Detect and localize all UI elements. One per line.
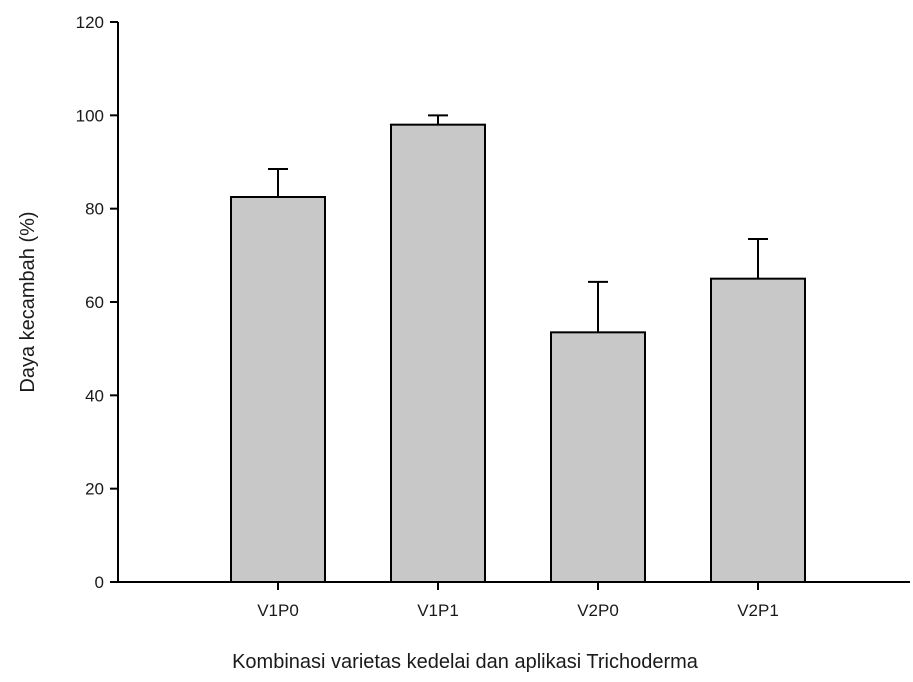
bar-v1p1 — [390, 123, 486, 584]
x-tick-label: V1P0 — [257, 601, 299, 620]
y-tick-label: 60 — [85, 293, 104, 312]
y-tick-label: 0 — [95, 573, 104, 592]
x-ticks-layer: V1P0 V1P1 V2P0 V2P1 — [257, 582, 779, 620]
bar-v2p1 — [710, 277, 806, 583]
x-tick-label: V2P0 — [577, 601, 619, 620]
bar-v1p0 — [230, 196, 326, 583]
y-tick-label: 80 — [85, 200, 104, 219]
bar-v2p0 — [550, 331, 646, 584]
error-bars-layer — [268, 114, 768, 333]
y-axis-title: Daya kecambah (%) — [17, 211, 39, 392]
y-tick-label: 120 — [76, 13, 104, 32]
y-tick-label: 100 — [76, 106, 104, 125]
x-tick-label: V1P1 — [417, 601, 459, 620]
y-ticks-layer: 0 20 40 60 80 100 120 — [76, 13, 118, 592]
x-axis-title: Kombinasi varietas kedelai dan aplikasi … — [232, 651, 699, 673]
y-tick-label: 20 — [85, 480, 104, 499]
x-tick-label: V2P1 — [737, 601, 779, 620]
y-tick-label: 40 — [85, 386, 104, 405]
bars-layer — [230, 123, 806, 584]
